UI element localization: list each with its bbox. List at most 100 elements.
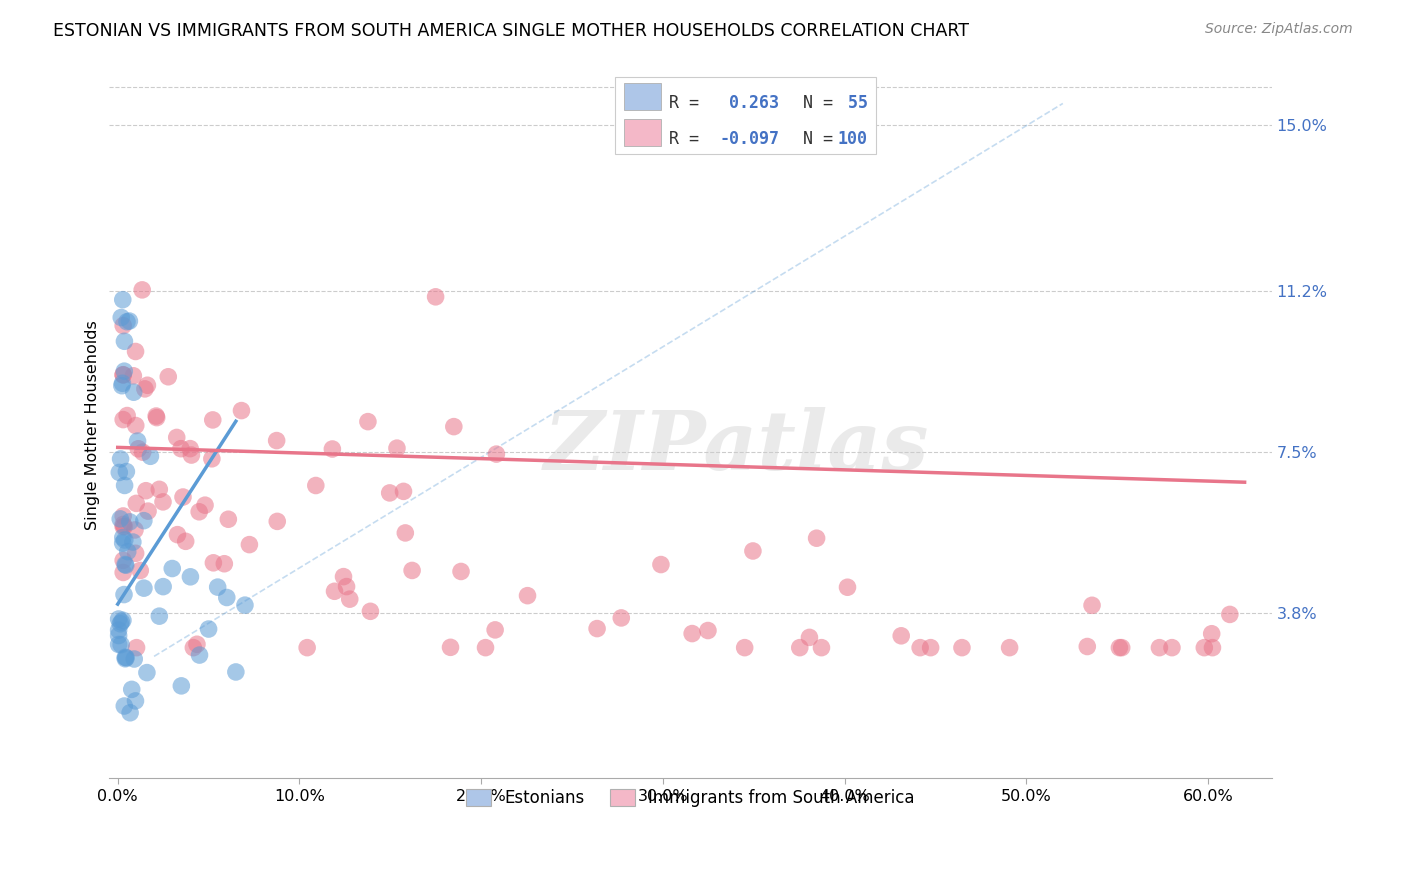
Point	[131, 283, 153, 297]
Point	[202, 556, 225, 570]
Point	[127, 434, 149, 448]
Point	[394, 525, 416, 540]
Point	[378, 486, 401, 500]
Point	[207, 580, 229, 594]
Point	[1219, 607, 1241, 622]
Point	[485, 447, 508, 461]
Point	[118, 515, 141, 529]
Point	[125, 640, 148, 655]
Y-axis label: Single Mother Households: Single Mother Households	[86, 321, 100, 531]
Point	[152, 580, 174, 594]
Point	[108, 466, 131, 480]
Point	[439, 640, 461, 655]
Point	[188, 505, 211, 519]
Point	[122, 368, 145, 383]
Point	[148, 483, 170, 497]
Point	[110, 616, 132, 631]
Point	[115, 650, 138, 665]
Point	[194, 498, 217, 512]
Point	[121, 535, 143, 549]
Point	[112, 519, 135, 533]
Legend: Estonians, Immigrants from South America: Estonians, Immigrants from South America	[458, 780, 922, 816]
Text: R =: R =	[669, 94, 709, 112]
Point	[201, 413, 224, 427]
Point	[111, 536, 134, 550]
Point	[115, 465, 138, 479]
FancyBboxPatch shape	[624, 83, 661, 110]
Point	[998, 640, 1021, 655]
Point	[157, 369, 180, 384]
Text: 0.263: 0.263	[720, 94, 779, 112]
Point	[233, 598, 256, 612]
Point	[789, 640, 811, 655]
Point	[129, 564, 152, 578]
Point	[145, 409, 167, 423]
Point	[112, 698, 135, 713]
Point	[114, 650, 136, 665]
Point	[305, 478, 328, 492]
Point	[734, 640, 756, 655]
Point	[323, 584, 346, 599]
Point	[110, 310, 132, 325]
Point	[114, 558, 136, 573]
Point	[401, 564, 423, 578]
Point	[114, 533, 136, 547]
Point	[110, 638, 132, 652]
Text: N =: N =	[783, 94, 844, 112]
Point	[135, 483, 157, 498]
Point	[110, 451, 132, 466]
Point	[339, 592, 361, 607]
Point	[166, 430, 188, 444]
Point	[425, 290, 447, 304]
Point	[586, 622, 609, 636]
Point	[183, 640, 205, 655]
Point	[201, 451, 224, 466]
Point	[134, 382, 156, 396]
Point	[124, 694, 146, 708]
Point	[335, 580, 357, 594]
Point	[650, 558, 672, 572]
Point	[172, 490, 194, 504]
Point	[681, 626, 703, 640]
Text: 100: 100	[838, 129, 868, 147]
FancyBboxPatch shape	[624, 119, 661, 145]
Point	[152, 495, 174, 509]
Point	[179, 442, 201, 456]
Point	[474, 640, 496, 655]
Point	[112, 412, 135, 426]
Point	[484, 623, 506, 637]
Point	[357, 415, 380, 429]
Point	[122, 652, 145, 666]
Point	[516, 589, 538, 603]
Point	[112, 364, 135, 378]
Point	[120, 706, 142, 720]
Point	[1111, 640, 1133, 655]
Point	[188, 648, 211, 662]
Point	[610, 611, 633, 625]
Point	[112, 553, 135, 567]
Point	[112, 334, 135, 349]
Text: ZIPatlas: ZIPatlas	[544, 407, 929, 487]
Point	[114, 558, 136, 572]
Point	[392, 484, 415, 499]
Point	[742, 544, 765, 558]
Point	[359, 604, 381, 618]
Point	[111, 293, 134, 307]
Point	[1076, 640, 1098, 654]
Point	[136, 378, 159, 392]
Point	[132, 514, 155, 528]
Point	[114, 652, 136, 666]
Point	[112, 508, 135, 523]
Point	[112, 519, 135, 533]
Point	[125, 496, 148, 510]
Text: 55: 55	[838, 94, 868, 112]
Point	[121, 682, 143, 697]
Point	[115, 409, 138, 423]
Point	[890, 629, 912, 643]
Point	[321, 442, 343, 456]
Point	[174, 534, 197, 549]
Point	[215, 591, 238, 605]
Point	[148, 609, 170, 624]
Point	[107, 623, 129, 637]
Point	[124, 523, 146, 537]
